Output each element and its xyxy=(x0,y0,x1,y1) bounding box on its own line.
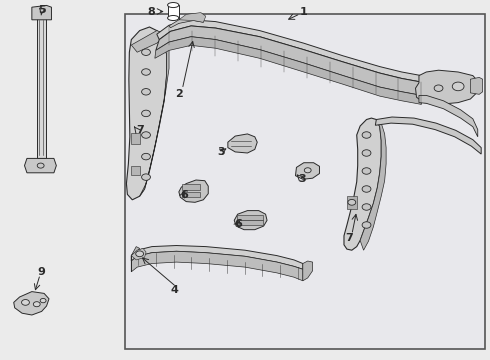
Polygon shape xyxy=(347,196,357,209)
Circle shape xyxy=(142,69,150,75)
Circle shape xyxy=(304,168,311,173)
Polygon shape xyxy=(157,20,426,83)
Polygon shape xyxy=(168,5,179,18)
Circle shape xyxy=(40,298,46,303)
Polygon shape xyxy=(155,37,421,104)
Polygon shape xyxy=(419,95,478,137)
Polygon shape xyxy=(295,163,319,179)
Polygon shape xyxy=(228,134,257,153)
Text: 6: 6 xyxy=(180,190,188,200)
Circle shape xyxy=(362,150,371,156)
Circle shape xyxy=(142,132,150,138)
Text: 3: 3 xyxy=(298,174,306,184)
Polygon shape xyxy=(182,184,200,190)
Polygon shape xyxy=(169,15,203,28)
Circle shape xyxy=(362,222,371,228)
Text: 8: 8 xyxy=(147,6,155,17)
Polygon shape xyxy=(182,192,200,197)
Polygon shape xyxy=(131,247,140,272)
Polygon shape xyxy=(344,118,381,250)
Text: 6: 6 xyxy=(235,219,243,229)
Polygon shape xyxy=(179,180,208,202)
Polygon shape xyxy=(32,5,51,20)
Polygon shape xyxy=(179,13,206,22)
Polygon shape xyxy=(131,246,303,269)
Polygon shape xyxy=(156,26,421,95)
Circle shape xyxy=(142,153,150,160)
Polygon shape xyxy=(375,117,481,154)
Circle shape xyxy=(136,251,144,257)
Text: 7: 7 xyxy=(345,233,353,243)
Polygon shape xyxy=(131,248,146,260)
Polygon shape xyxy=(237,220,263,225)
Text: 5: 5 xyxy=(38,5,46,15)
Polygon shape xyxy=(14,292,49,315)
Circle shape xyxy=(142,89,150,95)
Circle shape xyxy=(142,49,150,55)
Circle shape xyxy=(348,199,356,205)
Polygon shape xyxy=(131,133,140,144)
Ellipse shape xyxy=(168,15,179,21)
Circle shape xyxy=(362,204,371,210)
Circle shape xyxy=(362,168,371,174)
Circle shape xyxy=(362,132,371,138)
Polygon shape xyxy=(131,166,140,175)
Polygon shape xyxy=(37,16,46,158)
Polygon shape xyxy=(360,120,386,250)
Polygon shape xyxy=(131,251,303,281)
Text: 4: 4 xyxy=(170,285,178,295)
Polygon shape xyxy=(470,77,483,94)
Circle shape xyxy=(142,110,150,117)
Polygon shape xyxy=(303,261,313,281)
Circle shape xyxy=(33,302,40,307)
Circle shape xyxy=(142,174,150,180)
Ellipse shape xyxy=(168,3,179,8)
Polygon shape xyxy=(140,31,169,196)
Polygon shape xyxy=(234,211,267,230)
Text: 1: 1 xyxy=(300,6,308,17)
Polygon shape xyxy=(237,215,263,220)
Text: 7: 7 xyxy=(136,125,144,135)
Polygon shape xyxy=(131,31,167,52)
Circle shape xyxy=(452,82,464,91)
Circle shape xyxy=(22,300,29,305)
Text: 3: 3 xyxy=(218,147,225,157)
Bar xyxy=(125,14,485,349)
Polygon shape xyxy=(416,70,478,104)
Text: 9: 9 xyxy=(38,267,46,277)
Text: 2: 2 xyxy=(175,89,183,99)
Polygon shape xyxy=(126,27,167,200)
Circle shape xyxy=(362,186,371,192)
Polygon shape xyxy=(24,158,56,173)
